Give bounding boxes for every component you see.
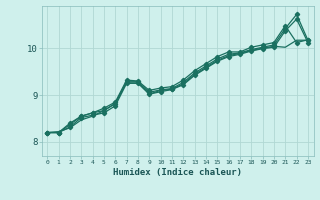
X-axis label: Humidex (Indice chaleur): Humidex (Indice chaleur) <box>113 168 242 177</box>
